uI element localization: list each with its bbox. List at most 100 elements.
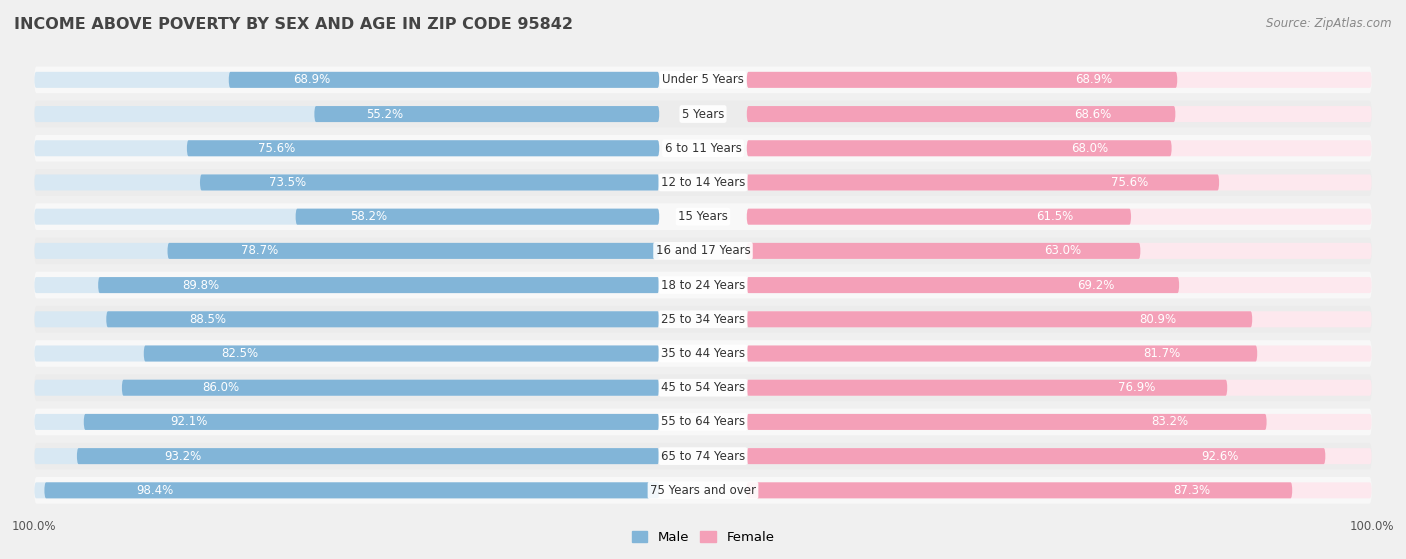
FancyBboxPatch shape — [34, 311, 659, 328]
FancyBboxPatch shape — [747, 277, 1180, 293]
Text: 76.9%: 76.9% — [1118, 381, 1156, 394]
Text: 55 to 64 Years: 55 to 64 Years — [661, 415, 745, 428]
Text: INCOME ABOVE POVERTY BY SEX AND AGE IN ZIP CODE 95842: INCOME ABOVE POVERTY BY SEX AND AGE IN Z… — [14, 17, 574, 32]
Text: 87.3%: 87.3% — [1174, 484, 1211, 497]
Text: 68.9%: 68.9% — [294, 73, 330, 86]
Text: 16 and 17 Years: 16 and 17 Years — [655, 244, 751, 257]
Text: 69.2%: 69.2% — [1077, 278, 1115, 292]
FancyBboxPatch shape — [34, 380, 659, 396]
FancyBboxPatch shape — [34, 443, 1372, 470]
Text: 86.0%: 86.0% — [202, 381, 239, 394]
FancyBboxPatch shape — [34, 209, 659, 225]
FancyBboxPatch shape — [295, 209, 659, 225]
FancyBboxPatch shape — [747, 106, 1372, 122]
Legend: Male, Female: Male, Female — [626, 525, 780, 549]
FancyBboxPatch shape — [34, 101, 1372, 127]
FancyBboxPatch shape — [747, 311, 1253, 328]
FancyBboxPatch shape — [747, 448, 1326, 464]
FancyBboxPatch shape — [34, 67, 1372, 93]
Text: 58.2%: 58.2% — [350, 210, 387, 223]
Text: 65 to 74 Years: 65 to 74 Years — [661, 449, 745, 463]
FancyBboxPatch shape — [747, 174, 1219, 191]
FancyBboxPatch shape — [34, 414, 659, 430]
Text: 15 Years: 15 Years — [678, 210, 728, 223]
FancyBboxPatch shape — [34, 106, 659, 122]
Text: 93.2%: 93.2% — [165, 449, 201, 463]
Text: 75.6%: 75.6% — [1111, 176, 1149, 189]
Text: 12 to 14 Years: 12 to 14 Years — [661, 176, 745, 189]
Text: 78.7%: 78.7% — [242, 244, 278, 257]
FancyBboxPatch shape — [34, 448, 659, 464]
FancyBboxPatch shape — [747, 414, 1372, 430]
Text: 61.5%: 61.5% — [1036, 210, 1073, 223]
Text: 68.0%: 68.0% — [1071, 142, 1108, 155]
Text: 55.2%: 55.2% — [366, 107, 404, 121]
FancyBboxPatch shape — [107, 311, 659, 328]
FancyBboxPatch shape — [34, 277, 659, 293]
FancyBboxPatch shape — [747, 140, 1171, 157]
FancyBboxPatch shape — [77, 448, 659, 464]
FancyBboxPatch shape — [747, 277, 1372, 293]
Text: 81.7%: 81.7% — [1143, 347, 1181, 360]
Text: 83.2%: 83.2% — [1152, 415, 1188, 428]
FancyBboxPatch shape — [34, 243, 659, 259]
FancyBboxPatch shape — [34, 409, 1372, 435]
FancyBboxPatch shape — [229, 72, 659, 88]
Text: 35 to 44 Years: 35 to 44 Years — [661, 347, 745, 360]
Text: 82.5%: 82.5% — [221, 347, 259, 360]
Text: 92.6%: 92.6% — [1201, 449, 1239, 463]
FancyBboxPatch shape — [34, 169, 1372, 196]
FancyBboxPatch shape — [34, 238, 1372, 264]
Text: 5 Years: 5 Years — [682, 107, 724, 121]
Text: 80.9%: 80.9% — [1139, 313, 1177, 326]
FancyBboxPatch shape — [747, 140, 1372, 157]
FancyBboxPatch shape — [34, 306, 1372, 333]
Text: 45 to 54 Years: 45 to 54 Years — [661, 381, 745, 394]
FancyBboxPatch shape — [143, 345, 659, 362]
FancyBboxPatch shape — [122, 380, 659, 396]
FancyBboxPatch shape — [34, 72, 659, 88]
FancyBboxPatch shape — [315, 106, 659, 122]
FancyBboxPatch shape — [34, 345, 659, 362]
FancyBboxPatch shape — [747, 243, 1372, 259]
FancyBboxPatch shape — [34, 174, 659, 191]
Text: 98.4%: 98.4% — [136, 484, 174, 497]
FancyBboxPatch shape — [747, 482, 1372, 498]
FancyBboxPatch shape — [84, 414, 659, 430]
Text: 73.5%: 73.5% — [269, 176, 307, 189]
Text: 25 to 34 Years: 25 to 34 Years — [661, 313, 745, 326]
Text: 88.5%: 88.5% — [190, 313, 226, 326]
FancyBboxPatch shape — [747, 72, 1177, 88]
FancyBboxPatch shape — [747, 380, 1372, 396]
FancyBboxPatch shape — [747, 345, 1257, 362]
FancyBboxPatch shape — [34, 135, 1372, 162]
Text: 75.6%: 75.6% — [257, 142, 295, 155]
Text: 6 to 11 Years: 6 to 11 Years — [665, 142, 741, 155]
FancyBboxPatch shape — [747, 380, 1227, 396]
FancyBboxPatch shape — [747, 448, 1372, 464]
Text: 89.8%: 89.8% — [183, 278, 219, 292]
FancyBboxPatch shape — [747, 209, 1372, 225]
Text: 18 to 24 Years: 18 to 24 Years — [661, 278, 745, 292]
FancyBboxPatch shape — [747, 72, 1372, 88]
FancyBboxPatch shape — [34, 477, 1372, 504]
FancyBboxPatch shape — [34, 340, 1372, 367]
FancyBboxPatch shape — [187, 140, 659, 157]
FancyBboxPatch shape — [747, 482, 1292, 498]
Text: Under 5 Years: Under 5 Years — [662, 73, 744, 86]
Text: Source: ZipAtlas.com: Source: ZipAtlas.com — [1267, 17, 1392, 30]
FancyBboxPatch shape — [747, 243, 1140, 259]
Text: 68.6%: 68.6% — [1074, 107, 1111, 121]
FancyBboxPatch shape — [747, 106, 1175, 122]
Text: 63.0%: 63.0% — [1045, 244, 1081, 257]
FancyBboxPatch shape — [747, 174, 1372, 191]
FancyBboxPatch shape — [34, 203, 1372, 230]
Text: 92.1%: 92.1% — [170, 415, 208, 428]
FancyBboxPatch shape — [45, 482, 659, 498]
FancyBboxPatch shape — [98, 277, 659, 293]
FancyBboxPatch shape — [34, 272, 1372, 299]
FancyBboxPatch shape — [747, 414, 1267, 430]
FancyBboxPatch shape — [167, 243, 659, 259]
Text: 68.9%: 68.9% — [1076, 73, 1112, 86]
FancyBboxPatch shape — [34, 375, 1372, 401]
